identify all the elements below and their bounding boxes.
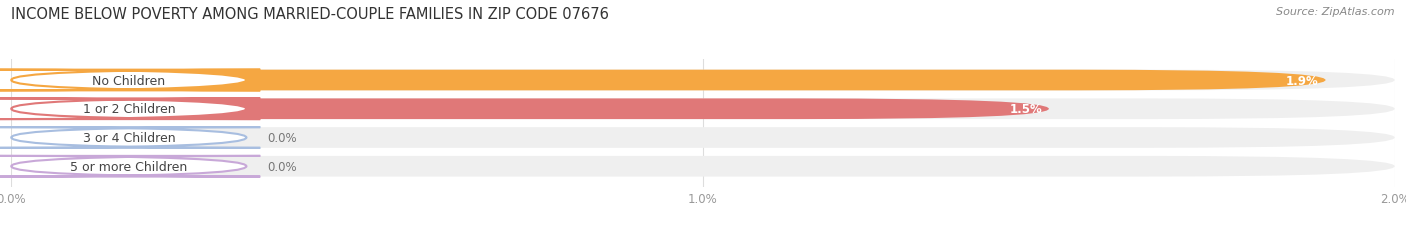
FancyBboxPatch shape (11, 128, 1395, 148)
Text: 1.5%: 1.5% (1010, 103, 1042, 116)
Text: No Children: No Children (93, 74, 166, 87)
FancyBboxPatch shape (0, 70, 260, 91)
FancyBboxPatch shape (0, 128, 260, 148)
Text: 5 or more Children: 5 or more Children (70, 160, 187, 173)
Text: 0.0%: 0.0% (267, 160, 297, 173)
Text: 3 or 4 Children: 3 or 4 Children (83, 131, 176, 144)
Text: 1.9%: 1.9% (1286, 74, 1319, 87)
Text: Source: ZipAtlas.com: Source: ZipAtlas.com (1277, 7, 1395, 17)
FancyBboxPatch shape (0, 99, 260, 120)
FancyBboxPatch shape (11, 156, 1395, 177)
FancyBboxPatch shape (11, 99, 1049, 120)
Text: INCOME BELOW POVERTY AMONG MARRIED-COUPLE FAMILIES IN ZIP CODE 07676: INCOME BELOW POVERTY AMONG MARRIED-COUPL… (11, 7, 609, 22)
FancyBboxPatch shape (0, 156, 260, 177)
FancyBboxPatch shape (11, 70, 1395, 91)
Text: 0.0%: 0.0% (267, 131, 297, 144)
Text: 1 or 2 Children: 1 or 2 Children (83, 103, 176, 116)
FancyBboxPatch shape (11, 99, 1395, 120)
FancyBboxPatch shape (11, 70, 1326, 91)
